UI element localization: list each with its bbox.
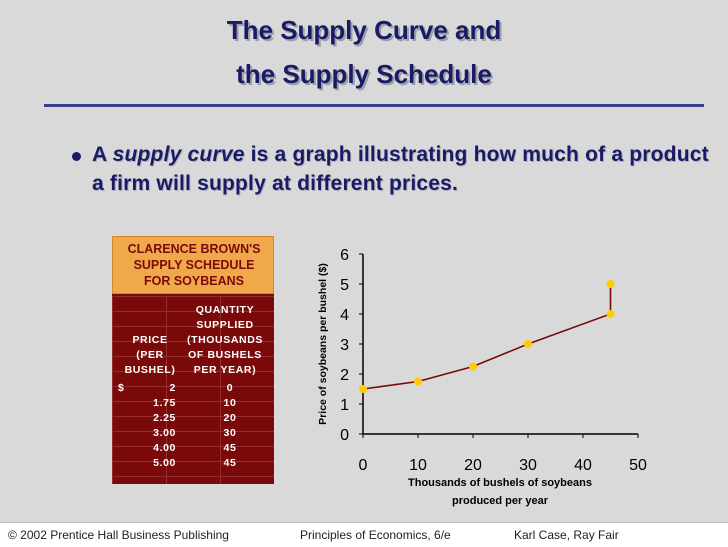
header-line: SUPPLIED bbox=[196, 319, 254, 331]
header-line: OF BUSHELS bbox=[188, 349, 262, 361]
bullet-term: supply curve bbox=[112, 143, 245, 166]
x-tick-label: 30 bbox=[519, 457, 537, 474]
y-axis-label: Price of soybeans per bushel ($) bbox=[317, 263, 329, 425]
supply-curve-chart: 0 1 2 3 4 5 6 0 10 20 30 40 50 Price of soybeans pe… bbox=[317, 247, 647, 507]
table-row-price: 1.75 bbox=[153, 397, 176, 409]
footer-bar: © 2002 Prentice Hall Business Publishing… bbox=[0, 522, 728, 547]
y-tick-label: 6 bbox=[340, 247, 349, 264]
table-title: CLARENCE BROWN'S SUPPLY SCHEDULE FOR SOY… bbox=[113, 241, 275, 289]
footer-authors: Karl Case, Ray Fair bbox=[514, 528, 619, 542]
table-title-line: SUPPLY SCHEDULE bbox=[133, 258, 255, 272]
series-line-supply bbox=[362, 284, 612, 390]
x-tick-label: 10 bbox=[409, 457, 427, 474]
header-line: PER YEAR) bbox=[193, 364, 257, 376]
data-point bbox=[524, 340, 532, 348]
y-tick-label: 5 bbox=[340, 277, 349, 294]
supply-schedule-table: CLARENCE BROWN'S SUPPLY SCHEDULE FOR SOY… bbox=[112, 236, 274, 484]
series-points bbox=[359, 280, 615, 393]
table-grid bbox=[112, 296, 274, 484]
table-row-price: 5.00 bbox=[153, 457, 176, 469]
bullet-text: A supply curve is a graph illustrating h… bbox=[92, 140, 712, 198]
header-line: QUANTITY bbox=[195, 304, 255, 316]
title-divider bbox=[44, 104, 704, 107]
header-line: PRICE bbox=[132, 334, 168, 346]
quantity-column-header: QUANTITY SUPPLIED (THOUSANDS OF BUSHELS … bbox=[180, 303, 270, 378]
table-row-quantity: 45 bbox=[223, 457, 237, 469]
table-row-quantity: 0 bbox=[226, 382, 234, 394]
x-tick-label: 50 bbox=[629, 457, 647, 474]
bullet-icon bbox=[72, 152, 81, 161]
header-line: (PER bbox=[136, 349, 164, 361]
x-axis-label-line-1: Thousands of bushels of soybeans bbox=[408, 477, 592, 489]
table-row-price: 4.00 bbox=[153, 442, 176, 454]
y-tick-label: 1 bbox=[340, 397, 349, 414]
table-row-quantity: 45 bbox=[223, 442, 237, 454]
data-point bbox=[606, 280, 615, 288]
table-row-quantity: 10 bbox=[223, 397, 237, 409]
header-line: BUSHEL) bbox=[124, 364, 176, 376]
y-tick-label: 3 bbox=[340, 337, 349, 354]
y-tick-label: 2 bbox=[340, 367, 349, 384]
table-row-quantity: 20 bbox=[223, 412, 237, 424]
price-column-header: PRICE (PER BUSHEL) bbox=[114, 333, 186, 378]
x-tick-label: 40 bbox=[574, 457, 592, 474]
footer-copyright: © 2002 Prentice Hall Business Publishing bbox=[8, 528, 229, 542]
bullet-rest: is a graph illustrating how much of a pr… bbox=[92, 143, 709, 195]
currency-symbol: $ bbox=[118, 382, 125, 394]
table-title-box: CLARENCE BROWN'S SUPPLY SCHEDULE FOR SOY… bbox=[112, 236, 274, 294]
y-tick-label: 0 bbox=[340, 427, 349, 444]
table-title-line: CLARENCE BROWN'S bbox=[127, 242, 261, 256]
x-ticks: 0 10 20 30 40 50 bbox=[359, 434, 647, 474]
table-row-price: 2 bbox=[169, 382, 176, 394]
data-point bbox=[469, 362, 477, 371]
table-title-line: FOR SOYBEANS bbox=[143, 274, 244, 288]
bullet-prefix: A bbox=[92, 143, 113, 166]
slide-title-line-2: the Supply Schedule bbox=[236, 59, 492, 89]
x-tick-label: 0 bbox=[359, 457, 368, 474]
data-point bbox=[606, 310, 615, 318]
footer-book-title: Principles of Economics, 6/e bbox=[300, 528, 451, 542]
table-row-price: 3.00 bbox=[153, 427, 176, 439]
data-point bbox=[359, 385, 367, 393]
data-point bbox=[414, 377, 422, 386]
header-line: (THOUSANDS bbox=[187, 334, 263, 346]
x-axis-label-line-2: produced per year bbox=[452, 495, 549, 507]
chart-axes bbox=[362, 254, 638, 435]
table-row-quantity: 30 bbox=[223, 427, 237, 439]
slide-title-line-1: The Supply Curve and bbox=[226, 15, 502, 45]
x-tick-label: 20 bbox=[464, 457, 482, 474]
y-tick-label: 4 bbox=[340, 307, 349, 324]
table-row-price: 2.25 bbox=[153, 412, 176, 424]
y-ticks: 0 1 2 3 4 5 6 bbox=[340, 247, 363, 444]
